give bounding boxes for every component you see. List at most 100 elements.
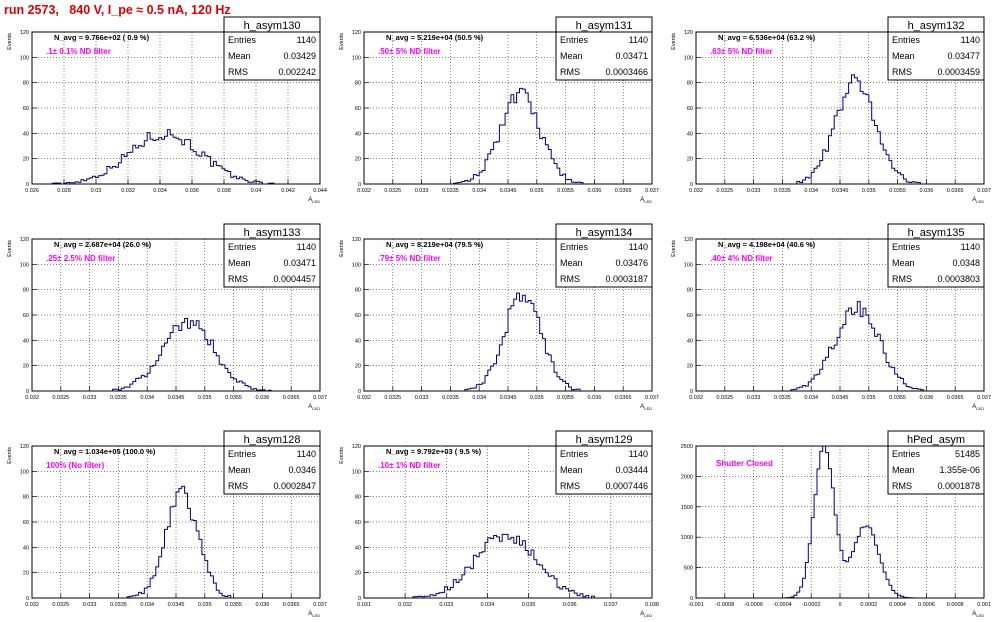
x-tick-label: 0.032 (357, 395, 371, 401)
histogram-name: h_asym129 (576, 434, 633, 446)
y-axis-label: Events (7, 240, 13, 257)
y-axis-label: Events (7, 447, 13, 464)
y-tick-label: 120 (20, 444, 29, 450)
filter-annotation: .10± 1% ND filter (378, 461, 441, 470)
x-tick-label: 0 (838, 602, 841, 608)
x-axis-label-subscript: LED (644, 406, 652, 411)
y-tick-label: 40 (23, 545, 29, 551)
y-tick-label: 80 (23, 81, 29, 87)
stat-label-rms: RMS (228, 481, 248, 491)
stats-box (887, 430, 985, 495)
y-tick-label: 1000 (681, 535, 693, 541)
filter-annotation: 100% (No filter) (46, 461, 105, 470)
y-tick-label: 100 (20, 262, 29, 268)
y-axis-label: Events (339, 447, 345, 464)
x-tick-label: 0.034 (472, 188, 486, 194)
filter-annotation: .25± 2.5% ND filter (46, 254, 115, 263)
y-tick-label: 60 (355, 313, 361, 319)
histogram-panel-h_asym129: 0.031 0.032 0.033 0.034 0.035 0.036 0.037 0.038… (339, 430, 659, 618)
x-axis-label: ALED (972, 404, 984, 411)
stat-label-entries: Entries (228, 449, 257, 459)
x-tick-label: 0.0365 (615, 188, 632, 194)
x-tick-label: 0.035 (862, 395, 876, 401)
y-axis-label: Events (339, 33, 345, 50)
x-tick-label: 0.0004 (889, 602, 906, 608)
stat-label-mean: Mean (228, 465, 251, 475)
x-tick-label: 0.03 (91, 188, 102, 194)
y-tick-label: 120 (20, 237, 29, 243)
histogram-line (32, 129, 320, 185)
stat-value-rms: 0.0001878 (937, 481, 980, 491)
x-tick-label: 0.034 (481, 602, 495, 608)
stat-value-entries: 1140 (629, 35, 648, 45)
y-tick-label: 0 (690, 596, 693, 602)
x-tick-label: 0.0335 (774, 188, 791, 194)
x-tick-label: 0.032 (689, 395, 703, 401)
filter-annotation: .1± 0.1% ND filter (46, 47, 111, 56)
histogram-panel-h_asym135: 0.032 0.0325 0.033 0.0335 0.034 0.0345 0.035 0.… (671, 223, 991, 411)
histogram-name: h_asym133 (244, 227, 301, 239)
y-tick-label: 80 (355, 288, 361, 294)
y-tick-label: 120 (684, 237, 693, 243)
stats-box (555, 430, 653, 495)
x-tick-label: 0.0002 (860, 602, 877, 608)
x-tick-label: 0.0345 (832, 188, 849, 194)
stat-label-entries: Entries (560, 242, 589, 252)
stats-box (223, 223, 321, 288)
navg-label: N_avg = 9.766e+02 ( 0.9 %) (54, 33, 150, 42)
y-tick-label: 0 (26, 389, 29, 395)
x-tick-label: 0.036 (920, 188, 934, 194)
y-tick-label: 1500 (681, 505, 693, 511)
x-axis-label: ALED (308, 197, 320, 204)
x-tick-label: 0.0335 (442, 395, 459, 401)
stat-label-rms: RMS (892, 67, 912, 77)
stats-box (555, 16, 653, 81)
x-axis-label-subscript: LED (312, 406, 320, 411)
x-tick-label: 0.035 (530, 395, 544, 401)
y-tick-label: 100 (684, 262, 693, 268)
stat-value-mean: 0.03476 (615, 258, 648, 268)
filter-annotation: .40± 4% ND filter (710, 254, 773, 263)
x-tick-label: 0.033 (439, 602, 453, 608)
stat-value-rms: 0.0003803 (937, 274, 980, 284)
histogram-line (364, 292, 652, 392)
y-tick-label: 0 (358, 389, 361, 395)
x-tick-label: 0.038 (217, 188, 231, 194)
stat-label-entries: Entries (892, 242, 921, 252)
stat-label-entries: Entries (892, 449, 921, 459)
y-tick-label: 0 (690, 389, 693, 395)
x-tick-label: 0.0325 (384, 395, 401, 401)
x-tick-label: 0.028 (57, 188, 71, 194)
x-tick-label: 0.035 (198, 395, 212, 401)
histogram-panel-h_asym132: 0.032 0.0325 0.033 0.0335 0.034 0.0345 0.035 0.… (671, 16, 991, 204)
stat-value-mean: 0.03477 (947, 51, 980, 61)
histogram-line (364, 87, 652, 185)
stat-value-mean: 0.03429 (283, 51, 316, 61)
x-tick-label: 0.037 (977, 188, 991, 194)
stat-value-rms: 0.0002847 (273, 481, 316, 491)
x-tick-label: 0.04 (251, 188, 262, 194)
x-tick-label: 0.034 (140, 395, 154, 401)
x-tick-label: 0.0345 (832, 395, 849, 401)
y-tick-label: 60 (355, 520, 361, 526)
x-tick-label: 0.033 (83, 602, 97, 608)
x-tick-label: 0.036 (563, 602, 577, 608)
y-tick-label: 500 (684, 566, 693, 572)
x-tick-label: 0.0006 (918, 602, 935, 608)
x-tick-label: 0.037 (313, 602, 327, 608)
stat-value-rms: 0.002242 (278, 67, 316, 77)
x-axis-label-subscript: LED (976, 199, 984, 204)
stat-label-entries: Entries (228, 35, 257, 45)
y-tick-label: 80 (23, 288, 29, 294)
stat-value-entries: 1140 (297, 449, 316, 459)
x-tick-label: -0.0006 (744, 602, 763, 608)
x-tick-label: 0.037 (977, 395, 991, 401)
histogram-name: hPed_asym (907, 434, 965, 446)
y-tick-label: 0 (358, 596, 361, 602)
y-tick-label: 80 (355, 495, 361, 501)
histogram-panel-h_asym131: 0.032 0.0325 0.033 0.0335 0.034 0.0345 0.035 0.… (339, 16, 659, 204)
navg-label: N_avg = 4.198e+04 (40.6 %) (718, 240, 816, 249)
x-tick-label: 0.037 (313, 395, 327, 401)
x-axis-label-subscript: LED (976, 406, 984, 411)
stat-label-mean: Mean (560, 51, 583, 61)
